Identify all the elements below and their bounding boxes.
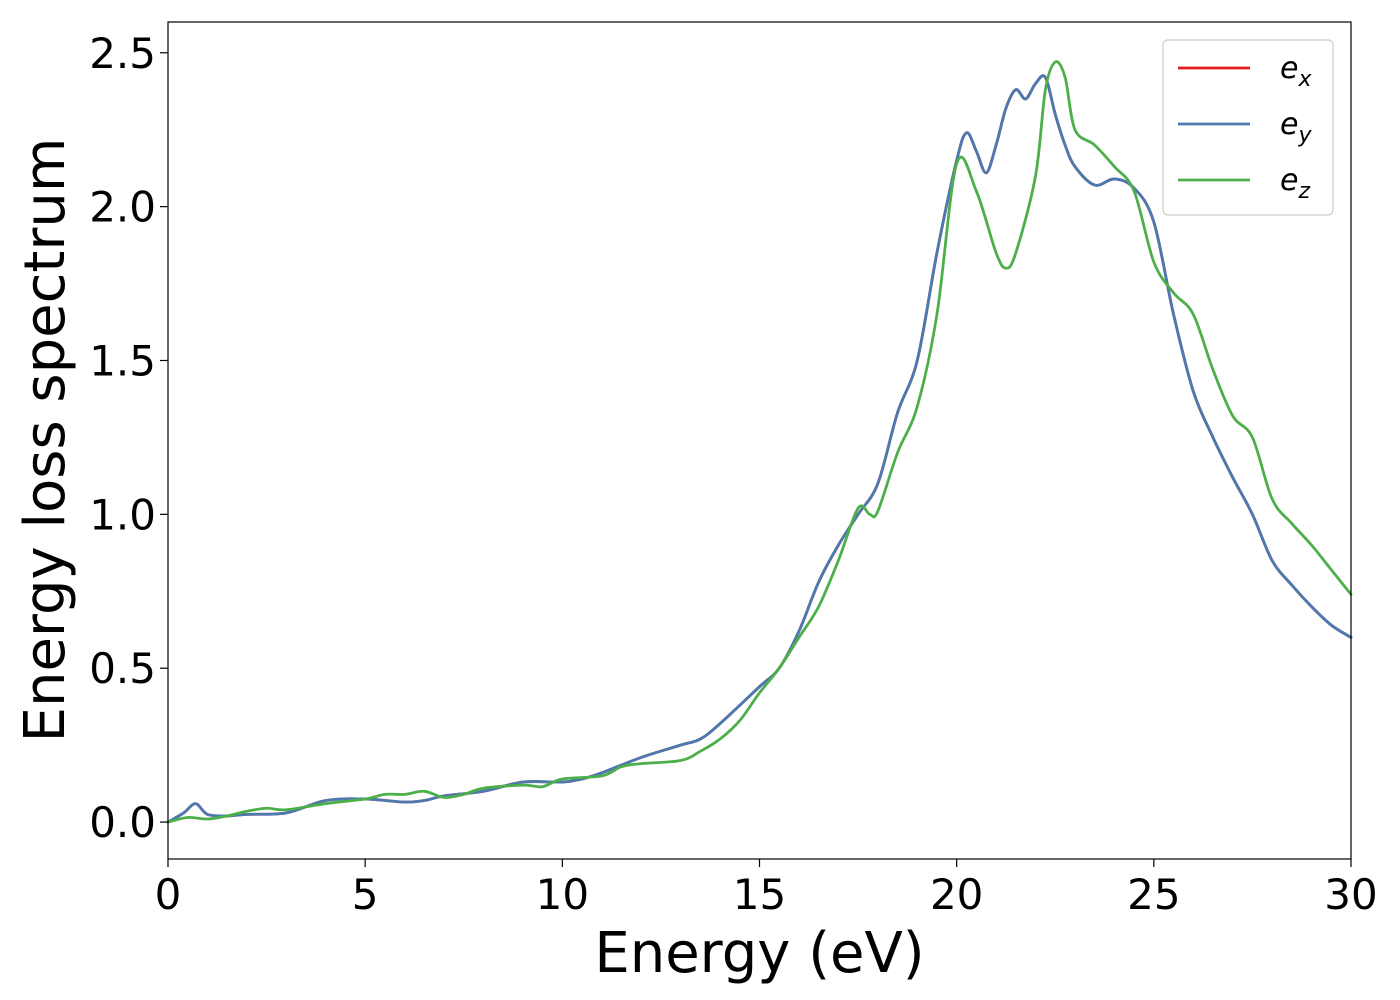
legend-label-base: e xyxy=(1280,107,1298,142)
legend-label-y: ey xyxy=(1280,107,1312,148)
legend-label-z: ez xyxy=(1280,163,1310,204)
legend-label-base: e xyxy=(1280,51,1298,86)
series-layer xyxy=(166,60,1353,824)
x-tick-label: 20 xyxy=(930,870,983,919)
y-tick-label: 1.0 xyxy=(89,490,156,539)
x-axis: 0 5 10 15 20 25 30 xyxy=(155,859,1378,919)
x-tick-label: 5 xyxy=(352,870,379,919)
x-tick-label: 25 xyxy=(1127,870,1180,919)
y-tick-label: 2.5 xyxy=(89,29,156,78)
plot-background xyxy=(168,22,1351,859)
y-tick-label: 0.0 xyxy=(89,798,156,847)
legend-label-x: ex xyxy=(1280,51,1312,92)
series-line-y xyxy=(166,74,1353,824)
legend-label-subscript: z xyxy=(1297,179,1310,204)
x-axis-title: Energy (eV) xyxy=(594,921,924,986)
x-tick-label: 15 xyxy=(733,870,786,919)
y-tick-label: 2.0 xyxy=(89,183,156,232)
x-tick-label: 30 xyxy=(1324,870,1377,919)
legend-box xyxy=(1162,39,1334,216)
x-tick-label: 0 xyxy=(155,870,182,919)
y-axis: 0.0 0.5 1.0 1.5 2.0 2.5 xyxy=(89,29,168,847)
series-line-z xyxy=(166,60,1353,824)
y-tick-label: 0.5 xyxy=(89,644,156,693)
y-axis-title: Energy loss spectrum xyxy=(13,138,78,743)
y-tick-label: 1.5 xyxy=(89,336,156,385)
legend-label-subscript: y xyxy=(1297,123,1312,148)
legend-label-subscript: x xyxy=(1297,67,1312,92)
legend-label-base: e xyxy=(1280,163,1298,198)
x-tick-label: 10 xyxy=(536,870,589,919)
